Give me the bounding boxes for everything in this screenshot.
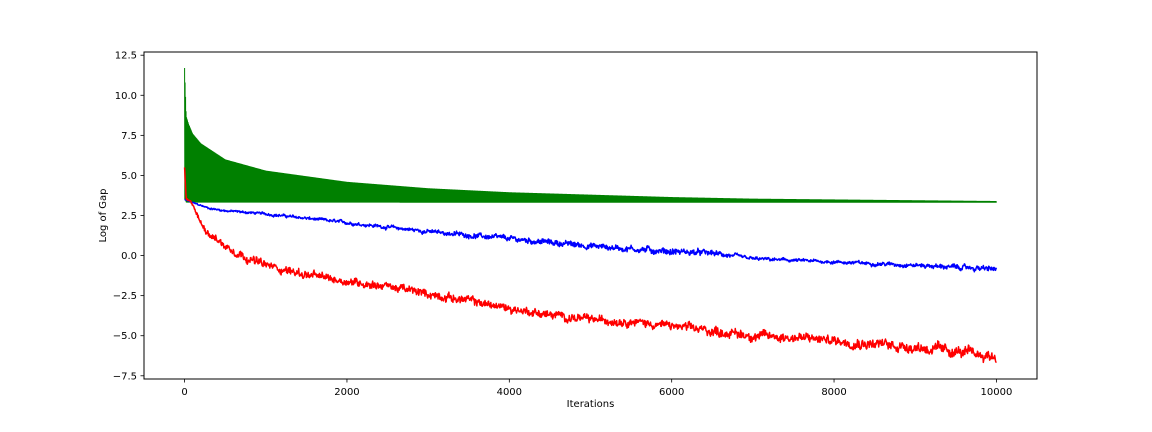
x-tick-label: 8000 (821, 387, 846, 398)
series-3-line (183, 167, 997, 364)
plot-area (183, 68, 998, 364)
x-axis: 0 2000 4000 6000 8000 10000 (181, 379, 1012, 398)
x-axis-title: Iterations (567, 399, 615, 410)
x-tick-label: 10000 (981, 387, 1013, 398)
series-1-line (184, 68, 997, 203)
x-tick-label: 2000 (334, 387, 359, 398)
y-tick-label: 7.5 (121, 131, 137, 142)
y-tick-label: −2.5 (113, 291, 137, 302)
y-tick-label: 0.0 (121, 251, 137, 262)
y-axis: −7.5 −5.0 −2.5 0.0 2.5 5.0 7.5 10.0 12.5 (113, 51, 144, 382)
series-2-line (184, 198, 998, 273)
x-tick-label: 4000 (497, 387, 522, 398)
y-tick-label: 12.5 (115, 51, 137, 62)
y-tick-label: −7.5 (113, 371, 137, 382)
x-tick-label: 6000 (659, 387, 684, 398)
y-tick-label: −5.0 (113, 331, 137, 342)
y-tick-label: 10.0 (115, 91, 137, 102)
y-tick-label: 2.5 (121, 211, 137, 222)
y-axis-title: Log of Gap (98, 188, 109, 242)
x-tick-label: 0 (181, 387, 187, 398)
y-tick-label: 5.0 (121, 171, 137, 182)
